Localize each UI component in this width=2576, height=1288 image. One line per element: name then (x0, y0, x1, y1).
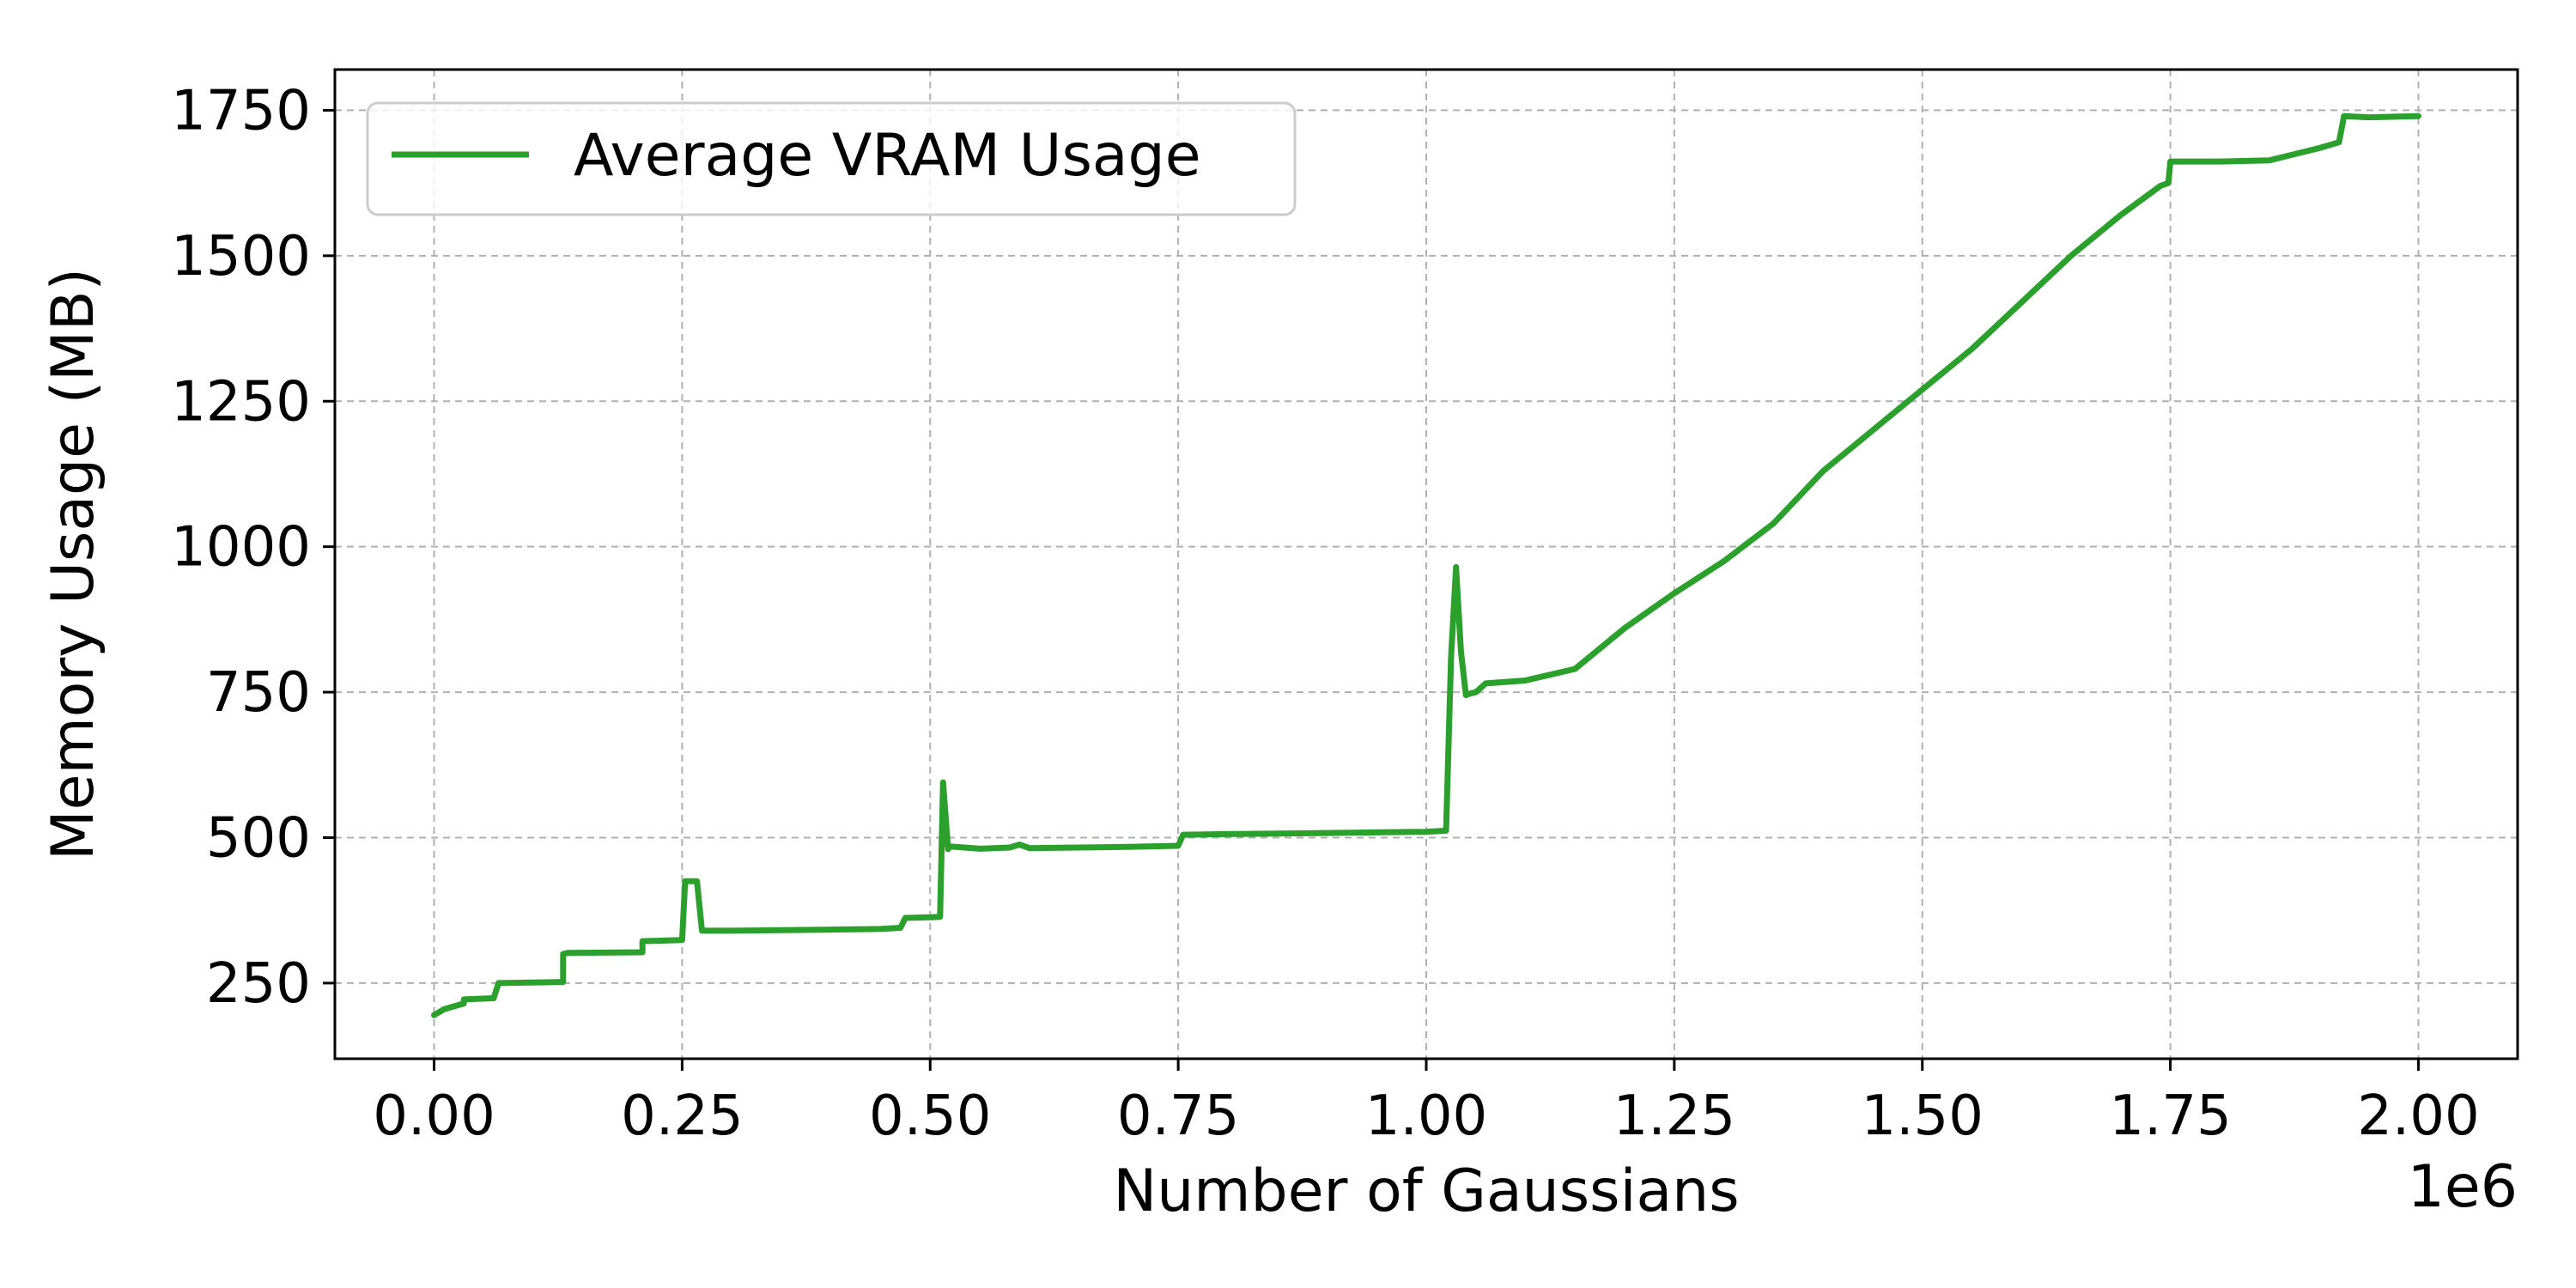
x-tick-label: 1.00 (1365, 1084, 1488, 1148)
y-tick-label: 1000 (171, 516, 311, 580)
legend-label: Average VRAM Usage (574, 122, 1201, 190)
x-tick-label: 1.50 (1861, 1084, 1984, 1148)
legend: Average VRAM Usage (366, 101, 1297, 216)
y-tick-label: 500 (206, 806, 311, 870)
x-tick-label: 0.50 (869, 1084, 992, 1148)
y-tick-label: 1750 (171, 79, 311, 143)
y-tick-label: 1250 (171, 370, 311, 434)
line-layer (431, 112, 2421, 1018)
tick-layer: 0.00 0.25 0.50 0.75 1.00 1.25 1.50 1.75 2.00 250 5… (171, 79, 2480, 1148)
y-tick-label: 750 (206, 661, 311, 725)
x-axis-offset-label: 1e6 (2408, 1153, 2518, 1221)
series-line-0 (431, 112, 2421, 1018)
x-tick-label: 0.00 (373, 1084, 495, 1148)
y-tick-label: 250 (206, 952, 311, 1016)
legend-box (366, 101, 1297, 216)
x-tick-label: 0.25 (621, 1084, 744, 1148)
x-tick-label: 1.25 (1613, 1084, 1736, 1148)
x-tick-label: 2.00 (2357, 1084, 2480, 1148)
x-tick-label: 1.75 (2109, 1084, 2232, 1148)
grid-layer (335, 70, 2518, 1059)
y-axis-label: Memory Usage (MB) (39, 268, 107, 860)
x-axis-label: Number of Gaussians (1113, 1157, 1739, 1225)
y-tick-label: 1500 (171, 225, 311, 289)
x-tick-label: 0.75 (1117, 1084, 1240, 1148)
